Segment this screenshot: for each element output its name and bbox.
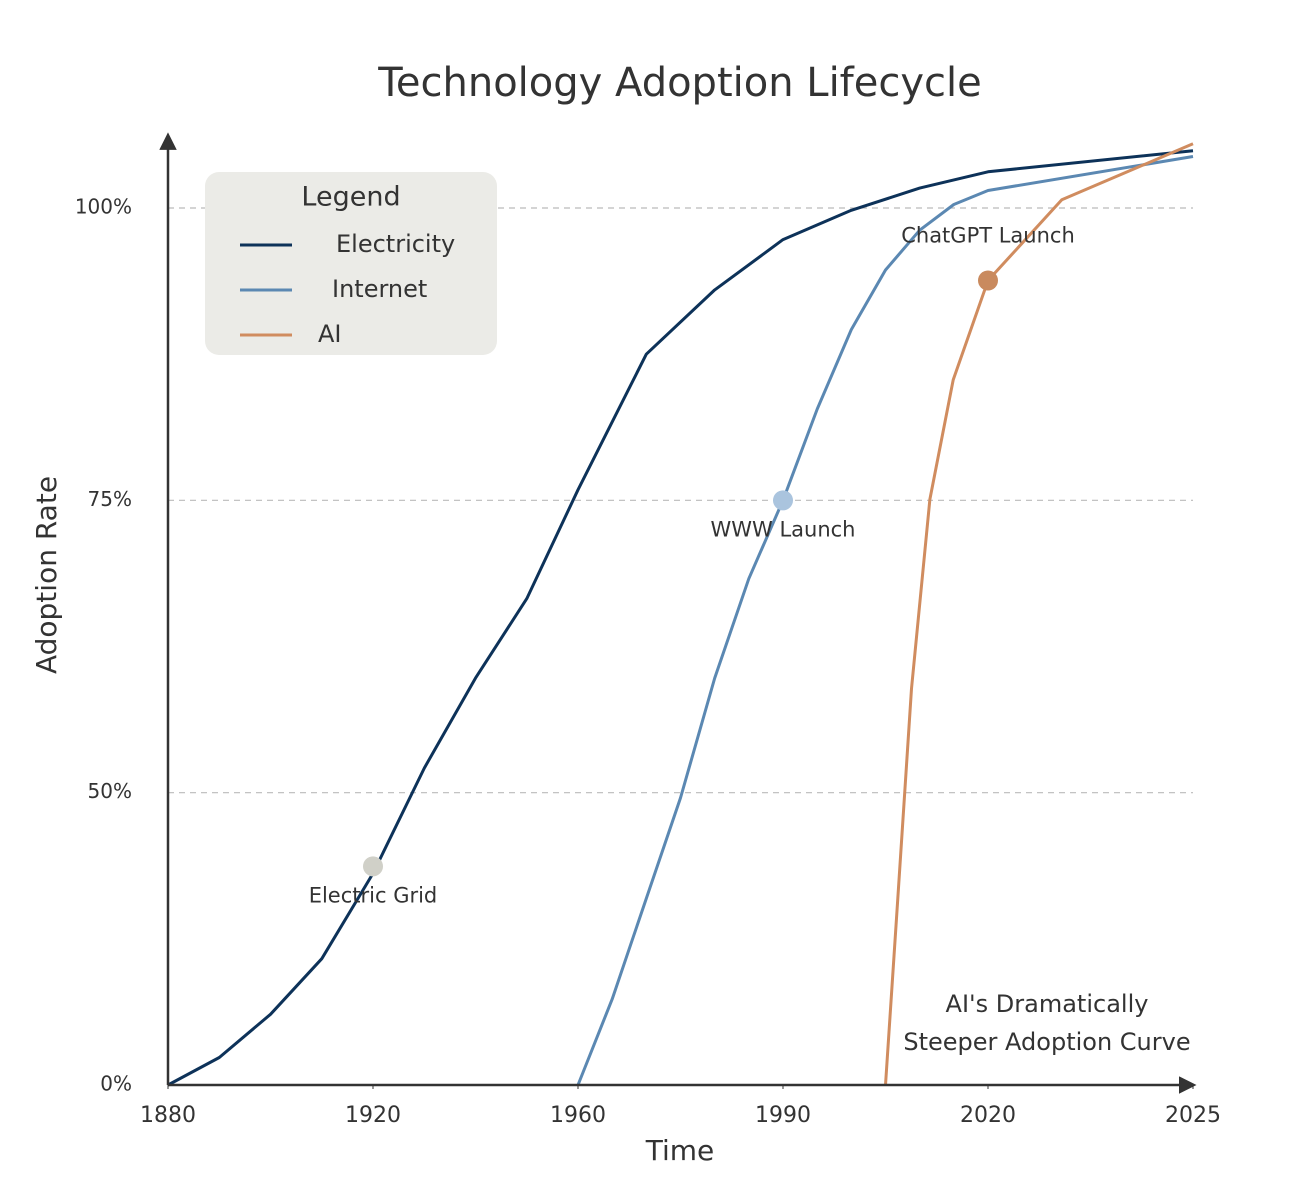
- series-line: [167, 149, 1194, 1087]
- x-tick-label: 1990: [755, 1103, 811, 1128]
- annotation-label: WWW Launch: [710, 517, 855, 541]
- x-tick-label: 2020: [960, 1103, 1016, 1128]
- x-tick-label: 1960: [550, 1103, 606, 1128]
- plot-area: [167, 142, 1194, 1087]
- annotation-point: [978, 270, 998, 291]
- note: Steeper Adoption Curve: [903, 1028, 1190, 1056]
- y-axis-title: Adoption Rate: [30, 476, 63, 674]
- annotation-label: ChatGPT Launch: [901, 223, 1075, 247]
- y-tick-label: 100%: [75, 195, 132, 219]
- x-tick-label: 1880: [140, 1103, 196, 1128]
- annotation-point: [363, 856, 383, 877]
- legend-label: AI: [318, 320, 342, 348]
- chart-title: Technology Adoption Lifecycle: [377, 60, 982, 106]
- series-line: [576, 155, 1194, 1086]
- legend-title: Legend: [301, 182, 400, 213]
- legend-box: [205, 172, 497, 355]
- y-tick-label: 0%: [100, 1072, 132, 1096]
- y-tick-label: 50%: [88, 779, 132, 803]
- note: AI's Dramatically: [946, 990, 1149, 1018]
- x-tick-label: 2025: [1165, 1103, 1221, 1128]
- legend-label: Internet: [332, 275, 427, 303]
- legend-label: Electricity: [336, 230, 455, 258]
- y-tick-label: 75%: [88, 487, 132, 511]
- annotation-label: Electric Grid: [309, 883, 438, 907]
- x-tick-label: 1920: [345, 1103, 401, 1128]
- series-line: [884, 142, 1194, 1086]
- annotation-point: [773, 490, 793, 511]
- x-axis-title: Time: [645, 1134, 715, 1167]
